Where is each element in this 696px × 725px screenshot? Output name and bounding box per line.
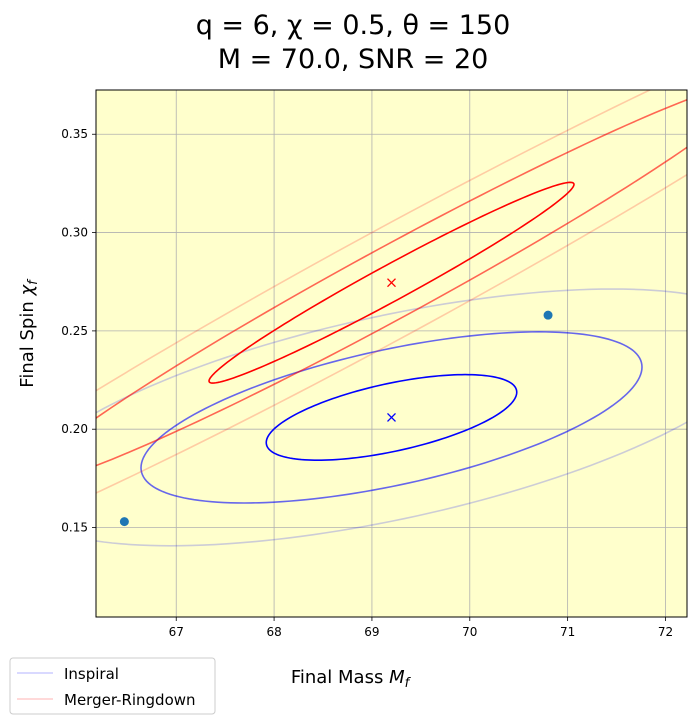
plot-frame: [95, 89, 688, 618]
marker-layer: [119, 278, 553, 527]
ellipse-merger-ringdown-1sigma: [208, 181, 575, 384]
y-tick-label: 0.15: [61, 521, 88, 535]
y-axis-label: Final Spin χf: [17, 278, 41, 388]
x-tick-label: 69: [364, 625, 379, 639]
plot-background: [96, 90, 687, 617]
x-tick-label: 68: [266, 625, 281, 639]
chart-title-line1: q = 6, χ = 0.5, θ = 150: [196, 10, 511, 41]
center-marker-inspiral: [387, 412, 396, 422]
data-point: [119, 517, 129, 527]
ellipse-merger-ringdown-2sigma: [96, 98, 687, 467]
y-tick-label: 0.25: [61, 324, 88, 338]
chart-title-line2: M = 70.0, SNR = 20: [218, 44, 489, 75]
tick-layer: 67 68 69 70 71 72 0.15 0.20 0.25 0.30 0.35: [61, 127, 673, 639]
x-tick-label: 72: [658, 625, 673, 639]
center-marker-merger-ringdown: [387, 278, 396, 288]
grid: [96, 90, 687, 617]
legend: Inspiral Merger-Ringdown: [9, 657, 216, 715]
legend-label-merger-ringdown: Merger-Ringdown: [64, 691, 196, 709]
y-tick-label: 0.20: [61, 422, 88, 436]
ellipse-inspiral-1sigma: [265, 373, 518, 462]
ellipse-merger-ringdown-3sigma: [96, 90, 687, 494]
y-tick-label: 0.30: [61, 226, 88, 240]
y-tick-label: 0.35: [61, 127, 88, 141]
ellipse-inspiral-2sigma: [140, 331, 643, 504]
ellipse-inspiral-3sigma: [96, 288, 687, 547]
data-point: [543, 310, 553, 320]
legend-label-inspiral: Inspiral: [64, 665, 119, 683]
x-axis-label: Final Mass Mf: [291, 667, 412, 691]
ellipse-layer: [96, 90, 687, 547]
x-tick-label: 67: [169, 625, 184, 639]
x-tick-label: 71: [560, 625, 575, 639]
legend-box: [9, 657, 216, 715]
x-tick-label: 70: [462, 625, 477, 639]
